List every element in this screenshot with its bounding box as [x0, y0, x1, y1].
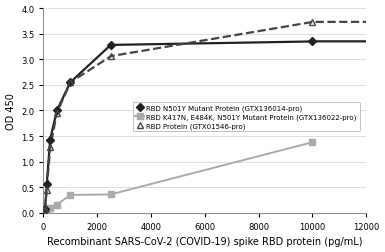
- RBD Protein (GTX01546-pro): [108, 55, 113, 58]
- RBD Protein (GTX01546-pro): [48, 146, 52, 149]
- RBD Protein (GTX01546-pro): [68, 81, 73, 84]
- RBD N501Y Mutant Protein (GTX136014-pro): [55, 110, 59, 113]
- Y-axis label: OD 450: OD 450: [5, 93, 15, 129]
- RBD N501Y Mutant Protein (GTX136014-pro): [42, 208, 47, 211]
- Line: RBD N501Y Mutant Protein (GTX136014-pro): RBD N501Y Mutant Protein (GTX136014-pro): [42, 39, 315, 213]
- RBD K417N, E484K, N501Y Mutant Protein (GTX136022-pro): [108, 193, 113, 196]
- RBD N501Y Mutant Protein (GTX136014-pro): [108, 44, 113, 47]
- RBD Protein (GTX01546-pro): [42, 209, 47, 212]
- RBD Protein (GTX01546-pro): [44, 188, 49, 192]
- RBD N501Y Mutant Protein (GTX136014-pro): [48, 139, 52, 142]
- Line: RBD K417N, E484K, N501Y Mutant Protein (GTX136022-pro): RBD K417N, E484K, N501Y Mutant Protein (…: [42, 140, 315, 214]
- RBD Protein (GTX01546-pro): [55, 112, 59, 115]
- RBD K417N, E484K, N501Y Mutant Protein (GTX136022-pro): [43, 209, 47, 212]
- RBD Protein (GTX01546-pro): [43, 208, 47, 211]
- Line: RBD Protein (GTX01546-pro): RBD Protein (GTX01546-pro): [41, 19, 316, 214]
- RBD K417N, E484K, N501Y Mutant Protein (GTX136022-pro): [48, 206, 52, 209]
- RBD N501Y Mutant Protein (GTX136014-pro): [310, 41, 315, 44]
- RBD K417N, E484K, N501Y Mutant Protein (GTX136022-pro): [44, 208, 49, 211]
- Legend: RBD N501Y Mutant Protein (GTX136014-pro), RBD K417N, E484K, N501Y Mutant Protein: RBD N501Y Mutant Protein (GTX136014-pro)…: [132, 103, 360, 132]
- RBD Protein (GTX01546-pro): [310, 21, 315, 24]
- RBD K417N, E484K, N501Y Mutant Protein (GTX136022-pro): [42, 209, 47, 212]
- X-axis label: Recombinant SARS-CoV-2 (COVID-19) spike RBD protein (pg/mL): Recombinant SARS-CoV-2 (COVID-19) spike …: [47, 237, 363, 246]
- RBD N501Y Mutant Protein (GTX136014-pro): [44, 183, 49, 186]
- RBD K417N, E484K, N501Y Mutant Protein (GTX136022-pro): [68, 194, 73, 197]
- RBD N501Y Mutant Protein (GTX136014-pro): [43, 207, 47, 210]
- RBD K417N, E484K, N501Y Mutant Protein (GTX136022-pro): [55, 203, 59, 206]
- RBD N501Y Mutant Protein (GTX136014-pro): [68, 81, 73, 84]
- RBD K417N, E484K, N501Y Mutant Protein (GTX136022-pro): [310, 141, 315, 144]
